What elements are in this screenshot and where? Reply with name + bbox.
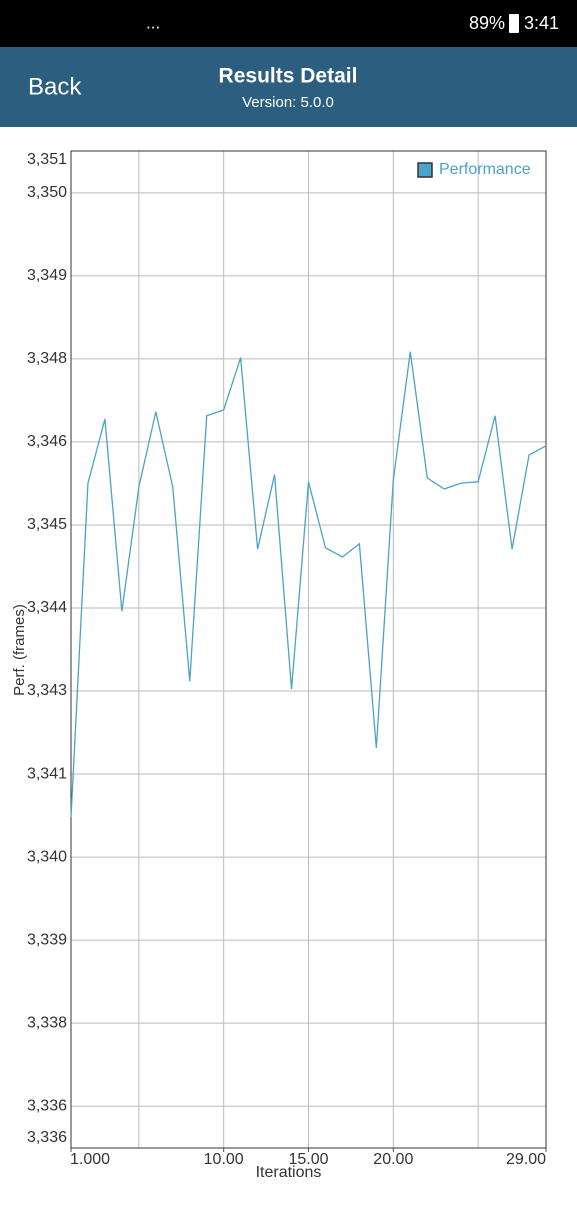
- status-more: ...: [146, 13, 160, 32]
- x-tick-label: 29.00: [506, 1151, 546, 1168]
- y-tick-label: 3,345: [27, 516, 67, 533]
- y-tick-label: 3,344: [27, 599, 67, 616]
- y-tick-label: 3,338: [27, 1014, 67, 1031]
- y-tick-label: 3,350: [27, 184, 67, 201]
- y-tick-label: 3,349: [27, 267, 67, 284]
- y-tick-label: 3,336: [27, 1097, 67, 1114]
- battery-icon: [509, 14, 519, 33]
- y-tick-label: 3,346: [27, 433, 67, 450]
- y-tick-label: 3,339: [27, 931, 67, 948]
- y-tick-label: 3,351: [27, 151, 67, 168]
- y-tick-label: 3,336: [27, 1129, 67, 1146]
- battery: 89%: [469, 13, 505, 33]
- x-tick-label: 20.00: [373, 1151, 413, 1168]
- app-header: [0, 47, 577, 127]
- clock: 3:41: [524, 13, 559, 33]
- legend-swatch: [417, 162, 433, 178]
- y-tick-label: 3,340: [27, 848, 67, 865]
- chart: 3,351 3,350 3,349 3,348 3,346 3,345 3,344 3,343…: [11, 150, 547, 1181]
- y-tick-label: 3,343: [27, 682, 67, 699]
- back-button[interactable]: Back: [28, 73, 82, 100]
- series-line: [70, 351, 547, 818]
- y-tick-label: 3,341: [27, 765, 67, 782]
- x-tick-label: 1.000: [70, 1151, 110, 1168]
- header-title: Results Detail: [219, 65, 358, 88]
- x-tick-label: 15.00: [288, 1151, 328, 1168]
- y-tick-label: 3,348: [27, 350, 67, 367]
- x-tick-label: 10.00: [204, 1151, 244, 1168]
- x-axis-title: Iterations: [256, 1164, 322, 1181]
- legend-label: Performance: [439, 161, 531, 178]
- plot-frame: [70, 150, 547, 1149]
- y-axis-title: Perf. (frames): [11, 604, 28, 696]
- header-subtitle: Version: 5.0.0: [242, 94, 334, 111]
- status-bar: [0, 0, 577, 47]
